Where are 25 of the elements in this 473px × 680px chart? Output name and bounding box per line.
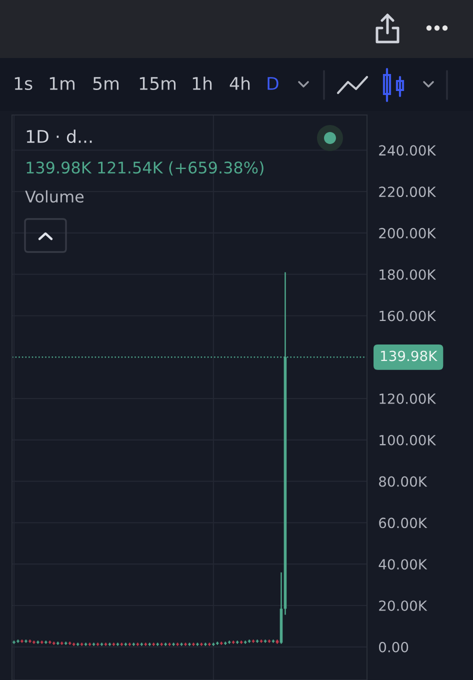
annotation: Volume xyxy=(25,190,84,203)
text: 15m xyxy=(140,77,176,90)
text: 1m xyxy=(50,77,74,90)
text: 1h xyxy=(192,76,212,90)
ref-line-label: 139.98K xyxy=(381,350,438,362)
y-tick-label: 100.00K xyxy=(380,434,436,446)
y-tick-label: 0.00 xyxy=(379,642,408,652)
y-tick-label: 120.00K xyxy=(380,394,436,404)
y-tick-label: 80.00K xyxy=(379,476,428,487)
text: 139.98K 121.54K (+659.38%) xyxy=(26,161,264,176)
y-tick-label: 20.00K xyxy=(379,600,428,611)
y-tick-label: 200.00K xyxy=(379,228,436,238)
y-tick-label: 60.00K xyxy=(379,518,428,528)
candlestick xyxy=(236,640,239,644)
candlestick xyxy=(140,642,144,646)
y-tick-label: 180.00K xyxy=(380,269,436,280)
text: 1s xyxy=(14,77,32,90)
y-tick-label: 240.00K xyxy=(379,145,436,156)
text: 5m xyxy=(93,77,118,90)
y-tick-label: 160.00K xyxy=(380,310,436,322)
text: 4h xyxy=(230,76,250,90)
y-tick-label: 40.00K xyxy=(378,559,428,570)
text: 1D · d... xyxy=(26,130,92,144)
y-tick-label: 220.00K xyxy=(379,186,436,198)
text: D xyxy=(268,77,278,90)
